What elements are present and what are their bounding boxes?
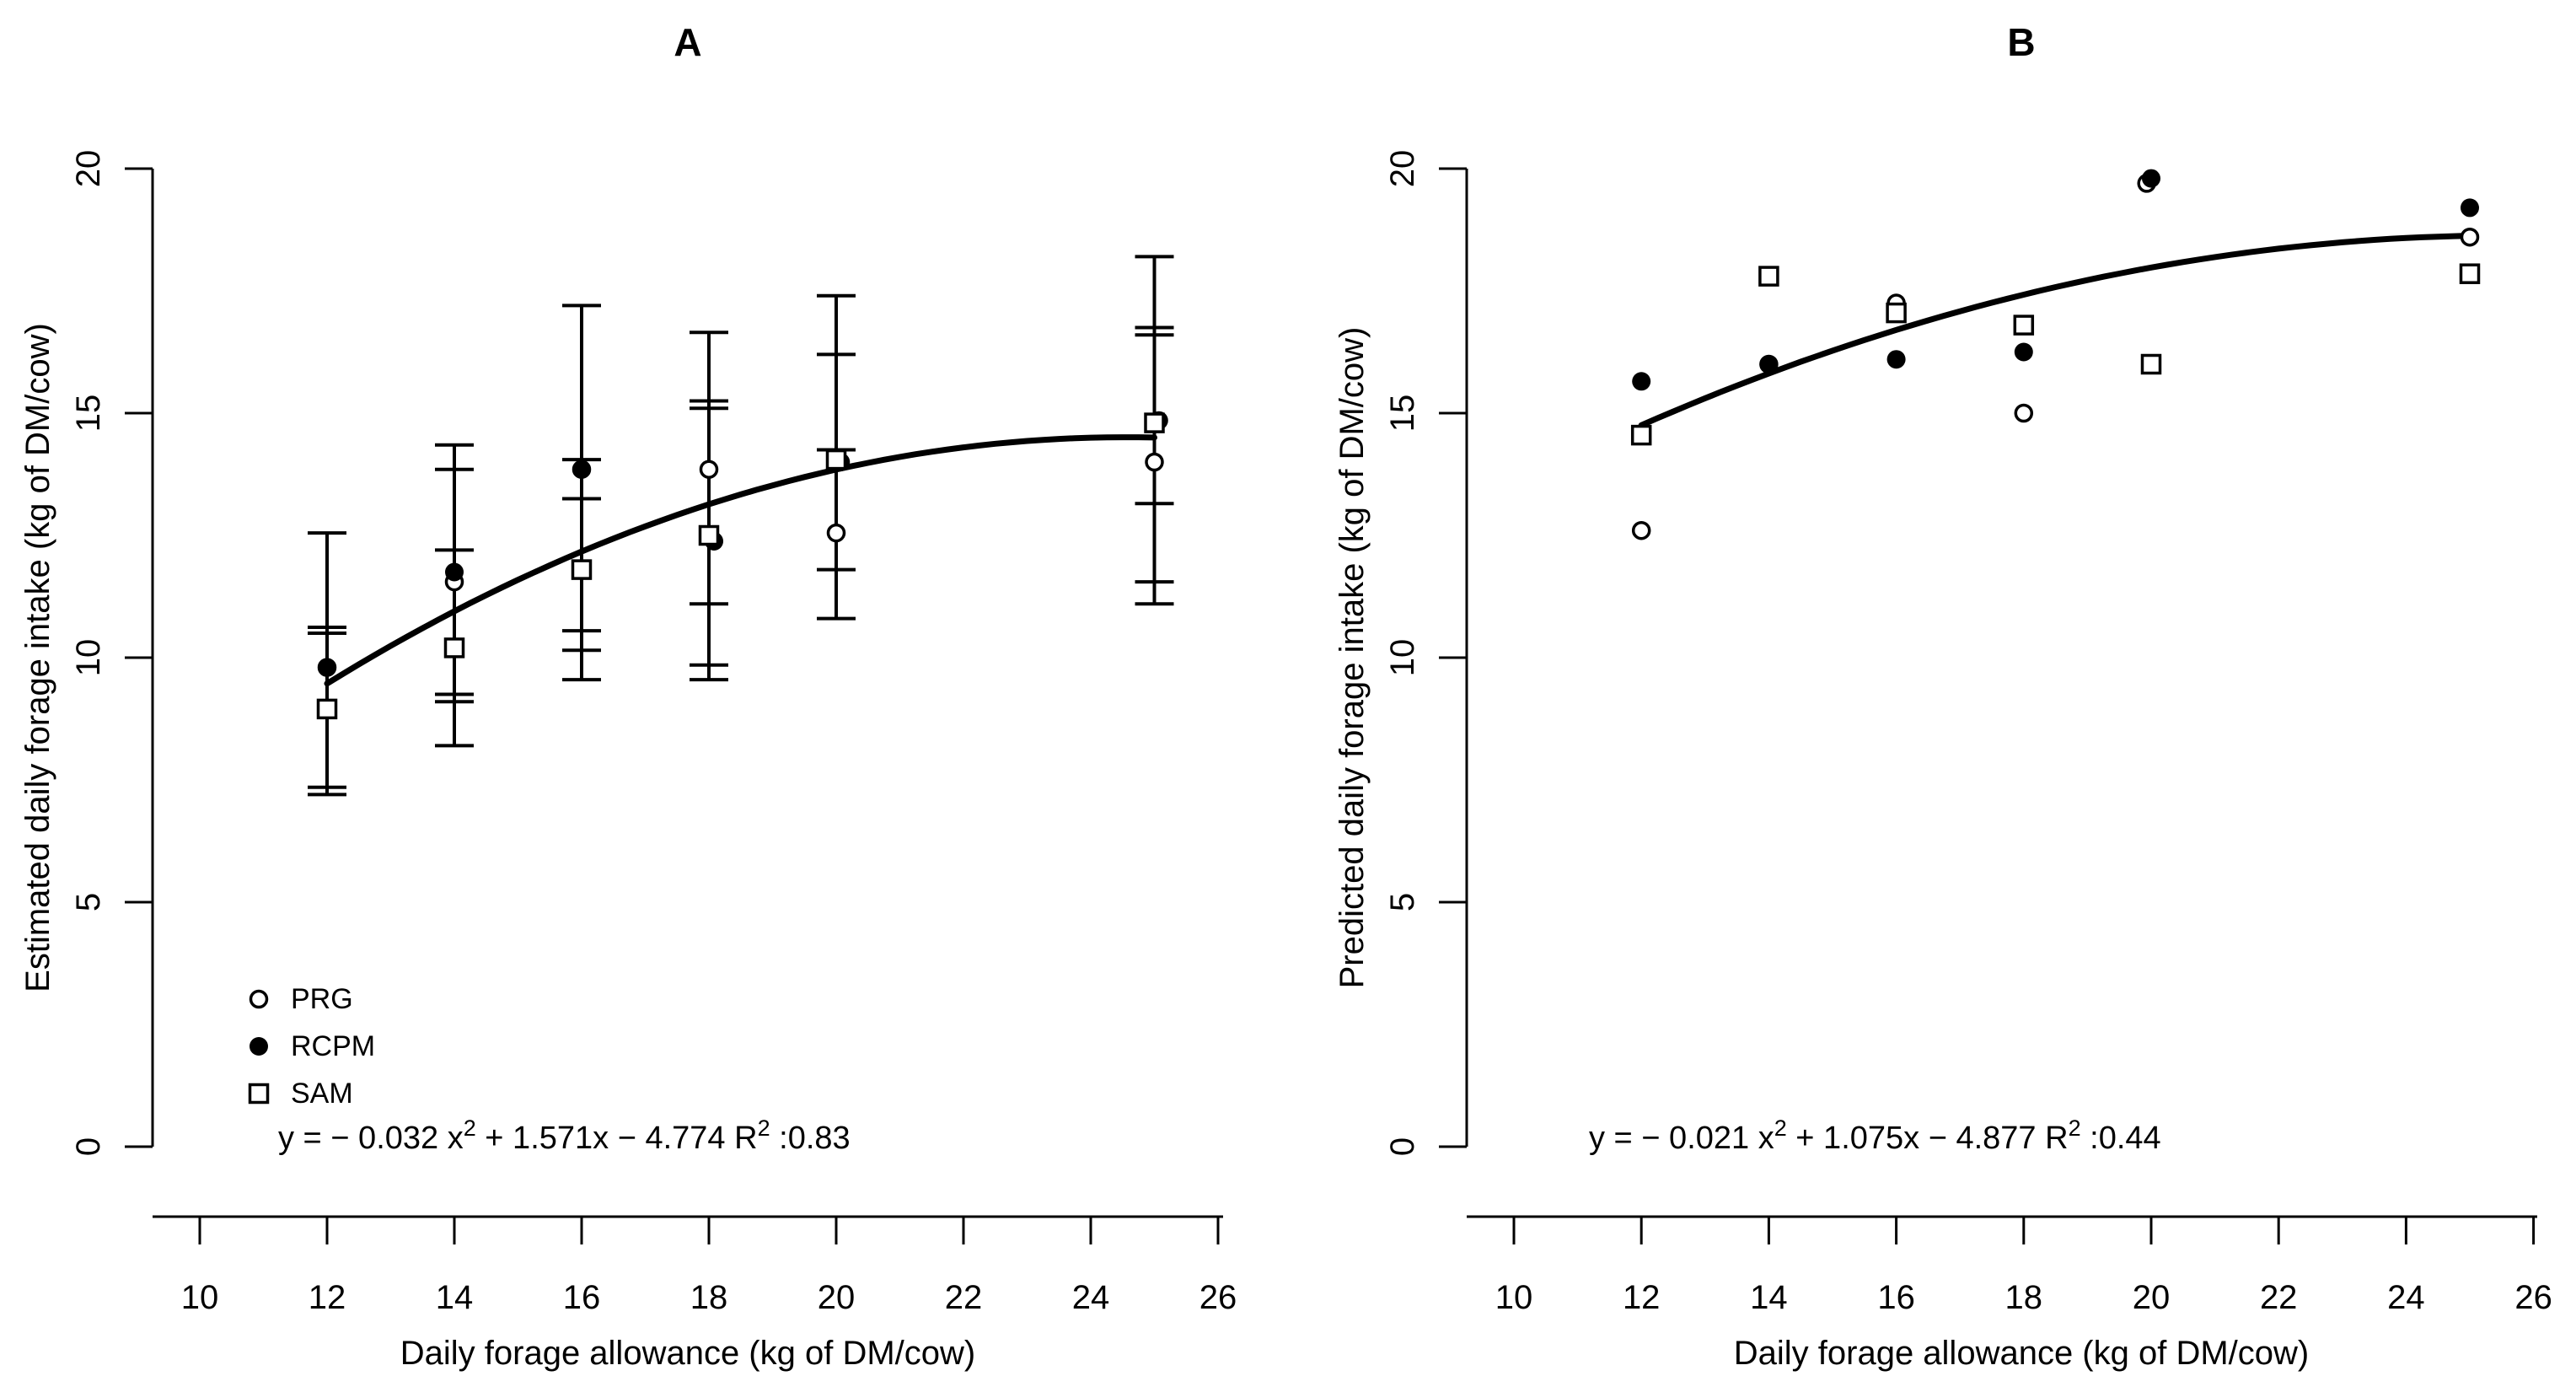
- x-tick-label: 20: [2133, 1279, 2171, 1316]
- data-point-sam: [1886, 302, 1907, 324]
- equation-text: y = − 0.032 x2 + 1.571x − 4.774 R2 :0.83: [278, 1115, 851, 1156]
- x-tick-label: 18: [2005, 1279, 2043, 1316]
- y-tick-label: 20: [1384, 150, 1421, 188]
- panel-b: B 0 5 10 15 20 Predicted daily forage intake (…: [1334, 20, 2552, 1372]
- x-tick-label: 26: [2514, 1279, 2552, 1316]
- data-point-sam: [2013, 314, 2035, 336]
- legend-marker-sam: [248, 1083, 270, 1105]
- y-tick-label: 0: [70, 1137, 107, 1156]
- equation-text: y = − 0.021 x2 + 1.075x − 4.877 R2 :0.44: [1589, 1115, 2161, 1156]
- y-tick-label: 15: [70, 395, 107, 433]
- panel-title: B: [2007, 20, 2035, 64]
- data-point-sam: [698, 524, 720, 546]
- x-tick-label: 10: [181, 1279, 219, 1316]
- y-tick-label: 5: [70, 893, 107, 911]
- x-tick-label: 14: [436, 1279, 474, 1316]
- data-point-sam: [1630, 424, 1652, 446]
- y-tick-label: 10: [1384, 639, 1421, 677]
- y-tick-label: 20: [70, 150, 107, 188]
- error-bar: [435, 443, 474, 748]
- data-point-prg: [699, 460, 719, 479]
- data-point-prg: [2014, 403, 2034, 423]
- y-tick-label: 0: [1384, 1137, 1421, 1156]
- legend-marker-prg: [249, 989, 269, 1009]
- fit-curve: [1638, 233, 2473, 428]
- legend-label-prg: PRG: [291, 983, 353, 1015]
- data-point-rcpm: [318, 658, 336, 677]
- y-axis-title: Predicted daily forage intake (kg of DM/…: [1334, 327, 1371, 989]
- legend: PRG RCPM SAM: [248, 983, 375, 1110]
- data-point-rcpm: [1759, 355, 1779, 374]
- data-point-sam: [1144, 412, 1165, 433]
- x-tick-label: 24: [1072, 1279, 1110, 1316]
- data-point-prg: [826, 523, 846, 543]
- x-axis-title: Daily forage allowance (kg of DM/cow): [400, 1335, 975, 1372]
- x-tick-label: 14: [1750, 1279, 1788, 1316]
- fit-curve: [324, 434, 1157, 687]
- y-tick-label: 15: [1384, 395, 1421, 433]
- data-point-sam: [825, 449, 847, 470]
- x-tick-label: 12: [309, 1279, 346, 1316]
- x-tick-label: 22: [945, 1279, 983, 1316]
- data-point-rcpm: [2014, 342, 2033, 362]
- data-point-sam: [2459, 263, 2481, 284]
- legend-label-rcpm: RCPM: [291, 1030, 375, 1062]
- data-point-sam: [1758, 266, 1779, 287]
- data-point-rcpm: [2461, 198, 2479, 218]
- x-tick-label: 10: [1495, 1279, 1533, 1316]
- x-tick-label: 22: [2260, 1279, 2298, 1316]
- x-tick-label: 24: [2387, 1279, 2425, 1316]
- data-point-sam: [443, 637, 465, 658]
- data-point-rcpm: [1886, 350, 1906, 369]
- series-sam: [1630, 263, 2481, 446]
- x-tick-label: 20: [818, 1279, 856, 1316]
- y-tick-label: 5: [1384, 893, 1421, 911]
- x-tick-label: 18: [690, 1279, 728, 1316]
- series-rcpm: [318, 411, 1168, 677]
- data-point-sam: [571, 559, 593, 580]
- data-point-sam: [2140, 353, 2162, 375]
- data-point-prg: [1145, 452, 1164, 472]
- data-point-rcpm: [1632, 372, 1651, 391]
- x-tick-label: 16: [1877, 1279, 1915, 1316]
- y-axis-title: Estimated daily forage intake (kg of DM/…: [19, 323, 56, 992]
- data-point-prg: [2460, 227, 2480, 247]
- data-point-sam: [316, 698, 338, 720]
- x-tick-label: 12: [1623, 1279, 1661, 1316]
- x-axis-title: Daily forage allowance (kg of DM/cow): [1734, 1335, 2309, 1372]
- error-bar: [562, 304, 601, 682]
- data-point-rcpm: [572, 460, 591, 479]
- series-prg: [1631, 174, 2480, 540]
- panel-title: A: [674, 20, 701, 64]
- data-point-prg: [1631, 520, 1651, 540]
- panel-a: A 0 5 10 15 20 Estimated daily forage intake (…: [19, 20, 1237, 1372]
- x-tick-label: 16: [563, 1279, 601, 1316]
- series-rcpm: [1632, 169, 2479, 391]
- legend-label-sam: SAM: [291, 1078, 353, 1110]
- y-tick-label: 10: [70, 639, 107, 677]
- data-point-rcpm: [2142, 169, 2160, 188]
- legend-marker-rcpm: [250, 1037, 268, 1056]
- x-tick-label: 26: [1199, 1279, 1237, 1316]
- series-sam: [316, 412, 1165, 720]
- data-point-rcpm: [445, 562, 464, 582]
